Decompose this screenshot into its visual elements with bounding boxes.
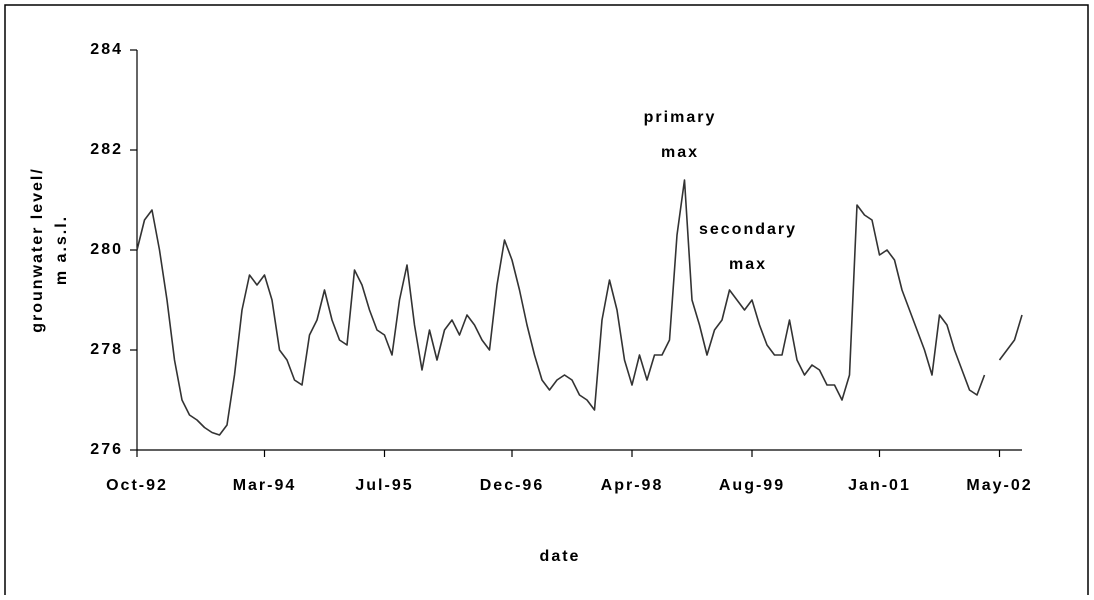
- annotation: secondary: [699, 221, 797, 238]
- y-tick-label: 284: [90, 41, 123, 58]
- annotation: max: [729, 256, 767, 273]
- y-tick-label: 282: [90, 141, 123, 158]
- x-tick-label: Jul-95: [355, 477, 413, 494]
- x-tick-label: Jan-01: [848, 477, 911, 494]
- y-tick-label: 278: [90, 341, 123, 358]
- y-tick-label: 276: [90, 441, 123, 458]
- x-tick-label: Mar-94: [233, 477, 297, 494]
- x-tick-label: Dec-96: [480, 477, 544, 494]
- x-tick-label: May-02: [966, 477, 1032, 494]
- y-axis-label: grounwater level/: [29, 167, 46, 333]
- x-tick-label: Apr-98: [601, 477, 664, 494]
- data-line: [136, 179, 1023, 436]
- x-axis-label: date: [540, 548, 581, 565]
- x-tick-label: Aug-99: [719, 477, 785, 494]
- annotation: max: [661, 144, 699, 161]
- annotation: primary: [644, 109, 717, 126]
- y-tick-label: 280: [90, 241, 123, 258]
- x-tick-label: Oct-92: [106, 477, 168, 494]
- y-axis-label: m a.s.l.: [53, 215, 70, 285]
- chart-frame: [4, 4, 1089, 600]
